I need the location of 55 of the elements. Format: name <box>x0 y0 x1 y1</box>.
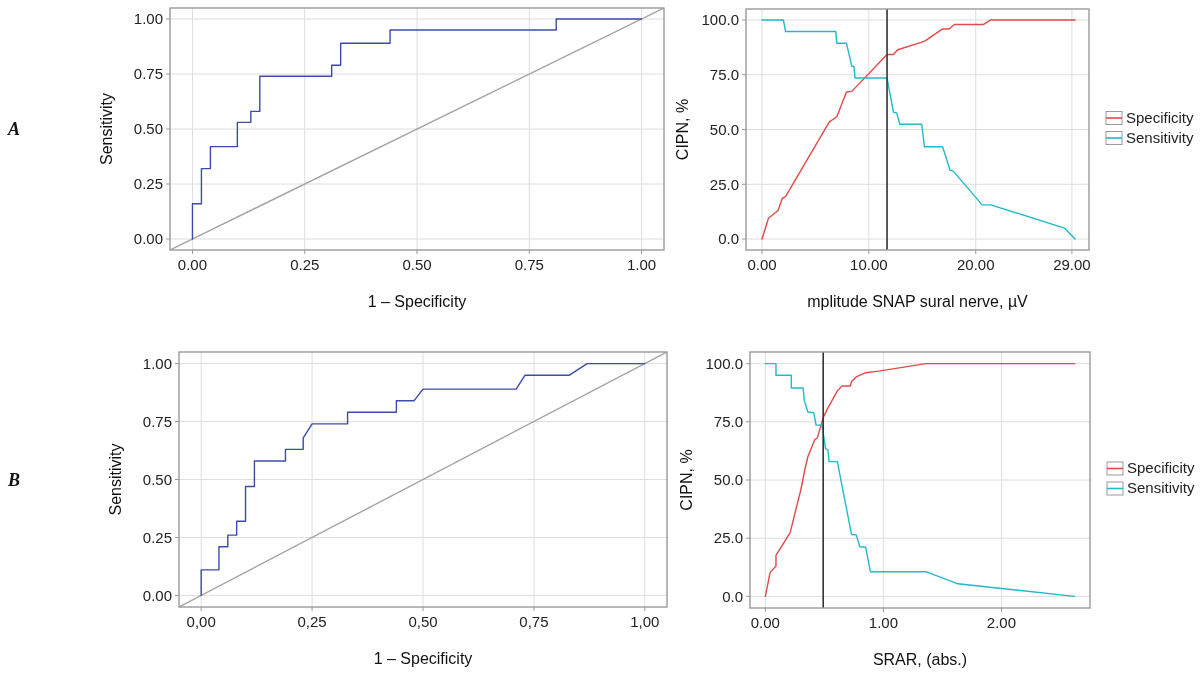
y-tick-label: 50.0 <box>713 471 743 489</box>
x-tick-label: 2.00 <box>986 614 1017 631</box>
x-axis-title: 1 – Specificity <box>373 650 473 667</box>
x-tick-label: 0.75 <box>514 256 544 273</box>
x-tick-label: 0,00 <box>186 613 216 630</box>
y-tick-label: 1.00 <box>142 354 172 372</box>
legend-label: Specificity <box>1127 459 1196 477</box>
y-tick-label: 1.00 <box>133 10 163 28</box>
x-axis-title: SRAR, (abs.) <box>872 651 968 668</box>
x-tick-label: 0.25 <box>290 256 320 273</box>
y-axis-title: CIPN, % <box>674 98 691 161</box>
y-axis-title: Sensitivity <box>98 92 115 166</box>
x-tick-label: 0,50 <box>408 613 438 630</box>
legend-label: Sensitivity <box>1127 479 1196 497</box>
x-tick-label: 0.00 <box>750 614 780 631</box>
x-tick-label: 20.00 <box>956 256 995 273</box>
y-tick-label: 0.25 <box>133 175 163 193</box>
x-tick-label: 0.00 <box>177 256 208 273</box>
y-tick-label: 25.0 <box>713 529 743 547</box>
y-axis-title: Sensitivity <box>107 443 124 516</box>
y-tick-label: 0.00 <box>133 230 163 248</box>
y-tick-label: 75.0 <box>713 413 743 431</box>
y-tick-label: 100.0 <box>701 11 739 29</box>
text: B <box>7 469 21 490</box>
x-tick-label: 1.00 <box>868 614 898 631</box>
text: A <box>7 119 21 139</box>
x-tick-label: 1.00 <box>626 256 657 273</box>
x-tick-label: 29.00 <box>1053 256 1091 273</box>
y-tick-label: 0.25 <box>142 528 172 546</box>
legend-label: Sensitivity <box>1126 128 1195 146</box>
legend-label: Specificity <box>1126 108 1195 126</box>
line-series <box>761 19 1076 240</box>
y-tick-label: 50.0 <box>709 120 739 138</box>
x-tick-label: 1,00 <box>630 613 660 630</box>
y-tick-label: 75.0 <box>709 65 739 83</box>
x-tick-label: 10.00 <box>850 256 888 273</box>
y-tick-label: 0.0 <box>722 587 743 605</box>
line-series <box>764 362 1076 598</box>
y-tick-label: 0.75 <box>142 412 172 430</box>
x-tick-label: 0,75 <box>519 613 549 630</box>
y-axis-title: CIPN, % <box>678 449 695 511</box>
line-series <box>200 362 646 597</box>
y-tick-label: 100.0 <box>705 354 743 372</box>
x-tick-label: 0,25 <box>297 613 327 630</box>
y-tick-label: 25.0 <box>709 175 739 193</box>
y-tick-label: 0.50 <box>133 120 163 138</box>
x-tick-label: 0.00 <box>747 256 777 273</box>
x-tick-label: 0.50 <box>402 256 432 273</box>
line-series <box>191 18 643 240</box>
y-tick-label: 0.00 <box>142 586 172 604</box>
x-axis-title: mplitude SNAP sural nerve, µV <box>807 293 1029 310</box>
y-tick-label: 0.75 <box>133 65 163 83</box>
y-tick-label: 0.50 <box>142 470 172 488</box>
y-tick-label: 0.0 <box>718 230 739 248</box>
x-axis-title: 1 – Specificity <box>367 293 467 310</box>
